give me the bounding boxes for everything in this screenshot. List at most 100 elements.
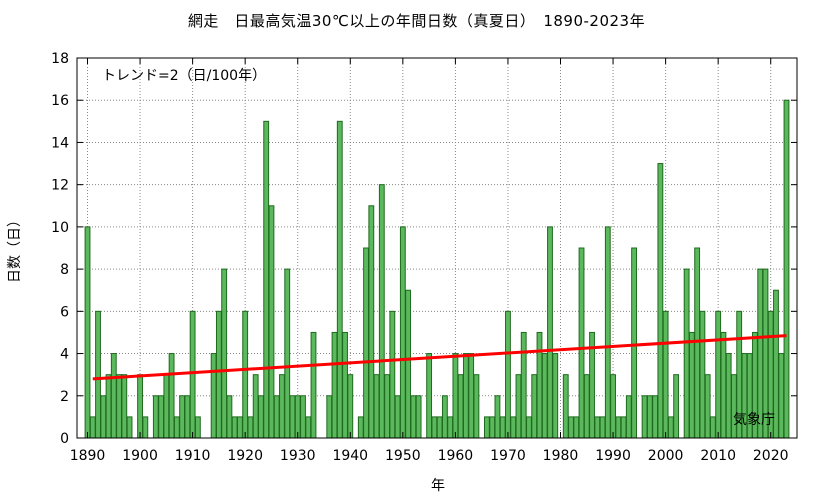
bar bbox=[378, 184, 385, 439]
bar bbox=[226, 395, 233, 439]
y-tick-label: 0 bbox=[60, 431, 69, 447]
bar bbox=[215, 310, 222, 439]
bar bbox=[641, 395, 648, 439]
bar bbox=[89, 416, 96, 439]
bar bbox=[194, 416, 201, 439]
bar bbox=[168, 353, 175, 439]
bar bbox=[368, 205, 375, 439]
bar bbox=[95, 310, 101, 439]
bar bbox=[778, 353, 785, 439]
bar bbox=[294, 395, 301, 439]
bar bbox=[389, 310, 396, 439]
bar bbox=[84, 226, 91, 439]
bar bbox=[137, 374, 143, 439]
bar bbox=[594, 416, 601, 439]
bar bbox=[357, 416, 364, 439]
bar bbox=[583, 374, 590, 439]
bar bbox=[373, 374, 380, 439]
bar bbox=[646, 395, 653, 439]
bar bbox=[673, 374, 680, 439]
bar bbox=[683, 268, 690, 439]
bar bbox=[189, 310, 196, 439]
bar bbox=[173, 416, 180, 439]
bar bbox=[667, 416, 674, 439]
bar bbox=[694, 247, 701, 439]
bar bbox=[568, 416, 574, 439]
x-tick-label: 1890 bbox=[70, 448, 106, 464]
bar bbox=[515, 374, 522, 439]
x-tick-label: 2020 bbox=[753, 448, 789, 464]
bar bbox=[562, 374, 569, 439]
y-tick-label: 10 bbox=[51, 220, 69, 236]
bar bbox=[105, 374, 112, 439]
bar bbox=[252, 374, 259, 439]
x-tick-label: 2010 bbox=[700, 448, 736, 464]
bar bbox=[121, 374, 128, 439]
bar bbox=[247, 416, 254, 439]
bar bbox=[578, 247, 585, 439]
bar bbox=[273, 395, 280, 439]
trend-line bbox=[92, 334, 787, 381]
bar bbox=[631, 247, 637, 439]
bar bbox=[268, 205, 275, 439]
bar bbox=[231, 416, 238, 439]
bar bbox=[709, 416, 716, 439]
bar bbox=[652, 395, 659, 439]
bar bbox=[284, 268, 291, 439]
x-tick-label: 1930 bbox=[280, 448, 316, 464]
y-tick-label: 2 bbox=[60, 389, 69, 405]
x-tick-label: 1900 bbox=[122, 448, 158, 464]
source-label: 気象庁 bbox=[733, 412, 775, 428]
bar bbox=[410, 395, 417, 439]
x-tick-label: 2000 bbox=[648, 448, 684, 464]
bar bbox=[210, 353, 217, 439]
bar bbox=[436, 416, 443, 439]
y-tick-label: 8 bbox=[60, 262, 69, 278]
bar bbox=[783, 99, 790, 439]
bar bbox=[699, 310, 706, 439]
bar bbox=[242, 310, 249, 439]
bar bbox=[610, 374, 616, 439]
chart-title: 網走 日最高気温30℃以上の年間日数（真夏日） 1890-2023年 bbox=[187, 12, 646, 30]
bar bbox=[541, 353, 548, 439]
y-tick-label: 6 bbox=[60, 304, 69, 320]
bar bbox=[552, 353, 559, 439]
bar bbox=[547, 226, 553, 439]
bar bbox=[405, 289, 412, 439]
trend-annotation: トレンド=2（日/100年） bbox=[102, 68, 266, 84]
bar bbox=[100, 395, 107, 439]
bar bbox=[473, 374, 480, 439]
x-tick-label: 1980 bbox=[543, 448, 579, 464]
bar bbox=[399, 226, 406, 439]
bar bbox=[625, 395, 632, 439]
y-tick-label: 16 bbox=[51, 93, 69, 109]
bar bbox=[499, 416, 506, 439]
x-tick-label: 1920 bbox=[227, 448, 263, 464]
bar bbox=[447, 416, 454, 439]
bar bbox=[184, 395, 191, 439]
bar bbox=[457, 374, 464, 439]
bar bbox=[688, 331, 695, 439]
x-tick-label: 1910 bbox=[175, 448, 211, 464]
bar bbox=[342, 331, 348, 439]
bar bbox=[142, 416, 149, 439]
bar bbox=[300, 395, 306, 439]
bar bbox=[494, 395, 501, 439]
bar bbox=[347, 374, 354, 439]
bar bbox=[604, 226, 611, 439]
bar bbox=[331, 331, 338, 439]
bar bbox=[489, 416, 496, 439]
bar bbox=[258, 395, 264, 439]
bar bbox=[110, 353, 117, 439]
bar bbox=[221, 268, 228, 439]
bar bbox=[363, 247, 369, 439]
bar bbox=[725, 353, 732, 439]
bars bbox=[84, 99, 790, 439]
plot-frame bbox=[76, 57, 798, 439]
bar bbox=[526, 416, 532, 439]
bar bbox=[126, 416, 133, 439]
bar bbox=[336, 120, 343, 439]
bar bbox=[505, 310, 511, 439]
bar bbox=[426, 353, 433, 439]
